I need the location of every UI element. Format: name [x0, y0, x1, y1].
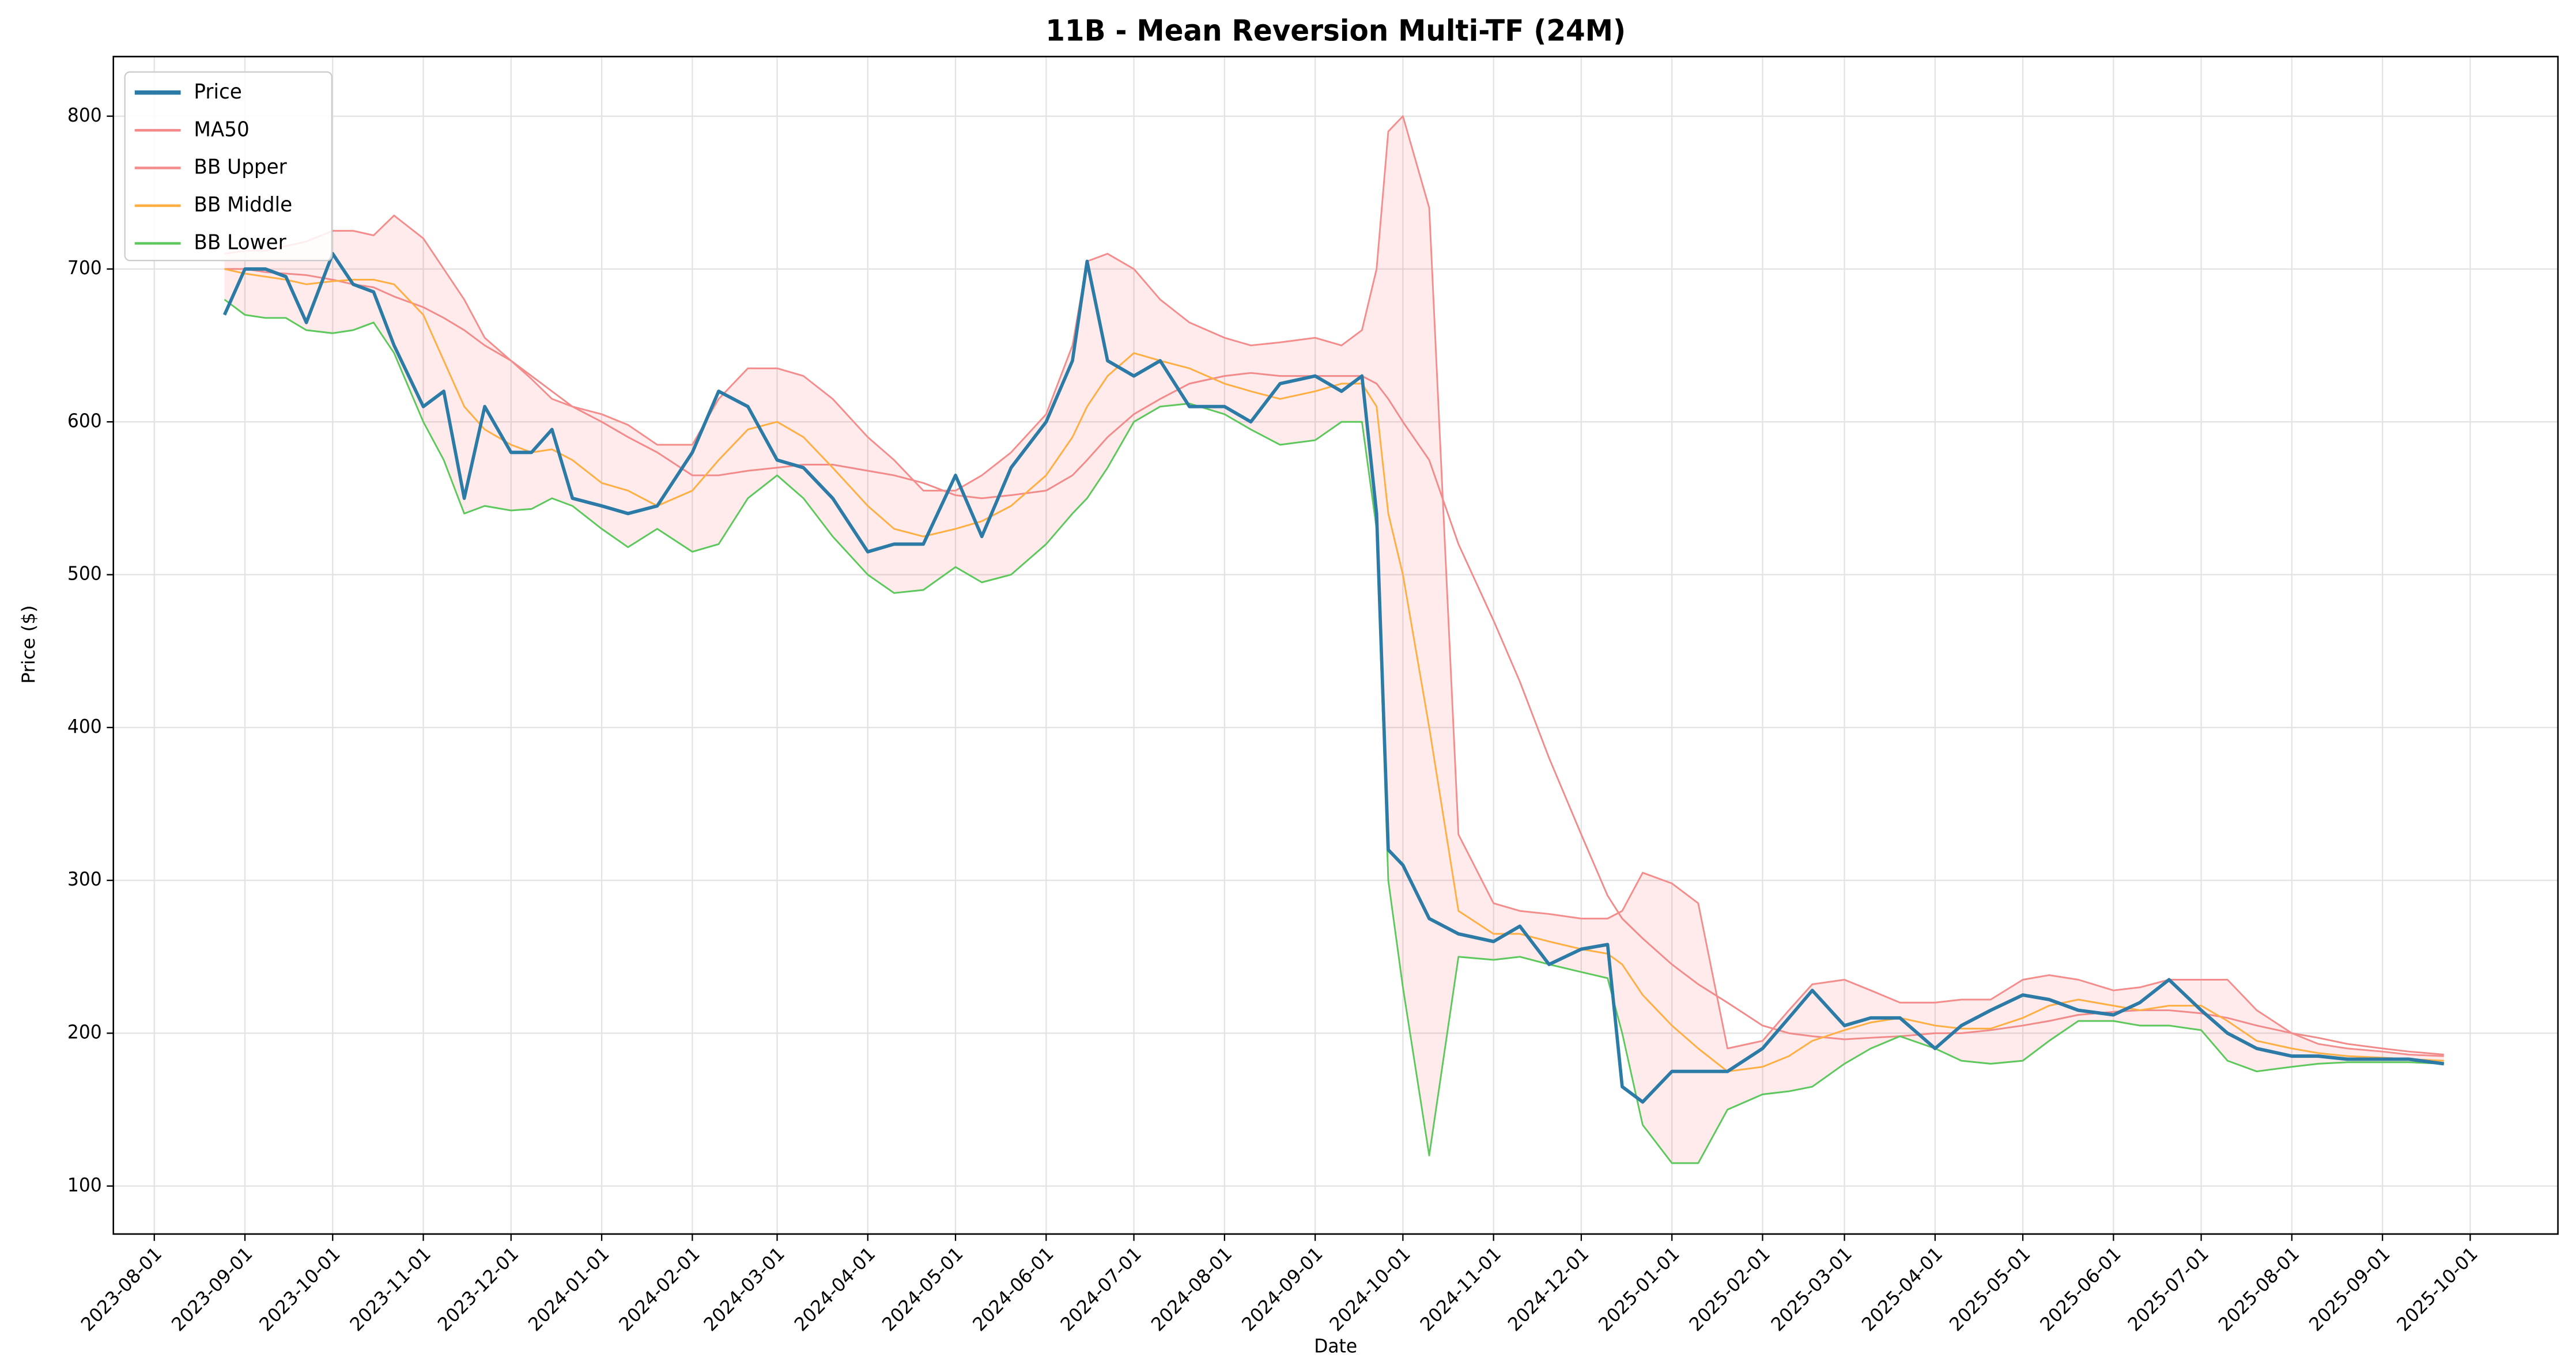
legend-label: Price	[194, 80, 241, 104]
legend: Price MA50 BB Upper BB Middle BB Lower	[124, 71, 333, 262]
legend-label: BB Upper	[194, 156, 287, 179]
y-tick-label: 400	[67, 715, 102, 737]
x-tick-label: 2025-03-01	[1767, 1243, 1856, 1336]
x-tick-label: 2024-09-01	[1237, 1243, 1327, 1336]
x-tick-label: 2024-02-01	[615, 1243, 704, 1336]
x-tick-label: 2024-07-01	[1056, 1243, 1146, 1336]
x-tick-label: 2023-08-01	[77, 1243, 166, 1336]
x-tick-label: 2024-05-01	[878, 1243, 967, 1336]
x-tick-label: 2024-12-01	[1504, 1243, 1593, 1336]
y-axis-label: Price ($)	[18, 605, 39, 684]
x-tick-label: 2025-06-01	[2036, 1243, 2125, 1336]
x-tick-label: 2025-10-01	[2393, 1243, 2482, 1336]
x-tick-label: 2024-10-01	[1325, 1243, 1415, 1336]
series-line	[224, 115, 2444, 1057]
x-tick-label: 2025-02-01	[1685, 1243, 1774, 1336]
x-tick-label: 2024-03-01	[700, 1243, 789, 1336]
y-tick-label: 100	[67, 1174, 102, 1196]
y-tick-label: 600	[67, 410, 102, 432]
legend-label: BB Lower	[194, 231, 286, 255]
plot-frame	[112, 55, 2559, 1235]
x-tick-label: 2025-07-01	[2124, 1243, 2213, 1336]
legend-box	[124, 71, 333, 262]
y-tick-label: 300	[67, 868, 102, 891]
x-tick-label: 2025-05-01	[1945, 1243, 2034, 1336]
x-tick-label: 2024-11-01	[1416, 1243, 1505, 1336]
series-line	[224, 298, 2444, 1164]
x-tick-label: 2023-11-01	[346, 1243, 435, 1336]
x-tick-label: 2023-10-01	[255, 1243, 344, 1336]
y-tick-label: 200	[67, 1021, 102, 1043]
legend-label: MA50	[194, 118, 249, 142]
y-tick-label: 500	[67, 562, 102, 585]
x-tick-label: 2025-01-01	[1594, 1243, 1683, 1336]
grid	[113, 56, 2558, 1234]
band-fill	[224, 116, 2444, 1163]
x-tick-label: 2023-09-01	[167, 1243, 256, 1336]
x-tick-label: 2023-12-01	[433, 1243, 523, 1336]
x-tick-label: 2025-08-01	[2214, 1243, 2303, 1336]
series-line	[224, 268, 2444, 1055]
x-axis-label: Date	[1314, 1335, 1357, 1357]
y-tick-label: 700	[67, 256, 102, 279]
x-tick-label: 2024-08-01	[1147, 1243, 1236, 1336]
x-tick-label: 2024-06-01	[969, 1243, 1058, 1336]
y-tick-label: 800	[67, 104, 102, 126]
x-tick-label: 2024-04-01	[790, 1243, 879, 1336]
x-tick-label: 2025-09-01	[2305, 1243, 2394, 1336]
x-tick-label: 2024-01-01	[524, 1243, 613, 1336]
legend-label: BB Middle	[194, 194, 292, 217]
series-line	[222, 252, 2445, 1104]
chart-title: 11B - Mean Reversion Multi-TF (24M)	[1045, 13, 1626, 47]
x-tick-label: 2025-04-01	[1857, 1243, 1947, 1336]
